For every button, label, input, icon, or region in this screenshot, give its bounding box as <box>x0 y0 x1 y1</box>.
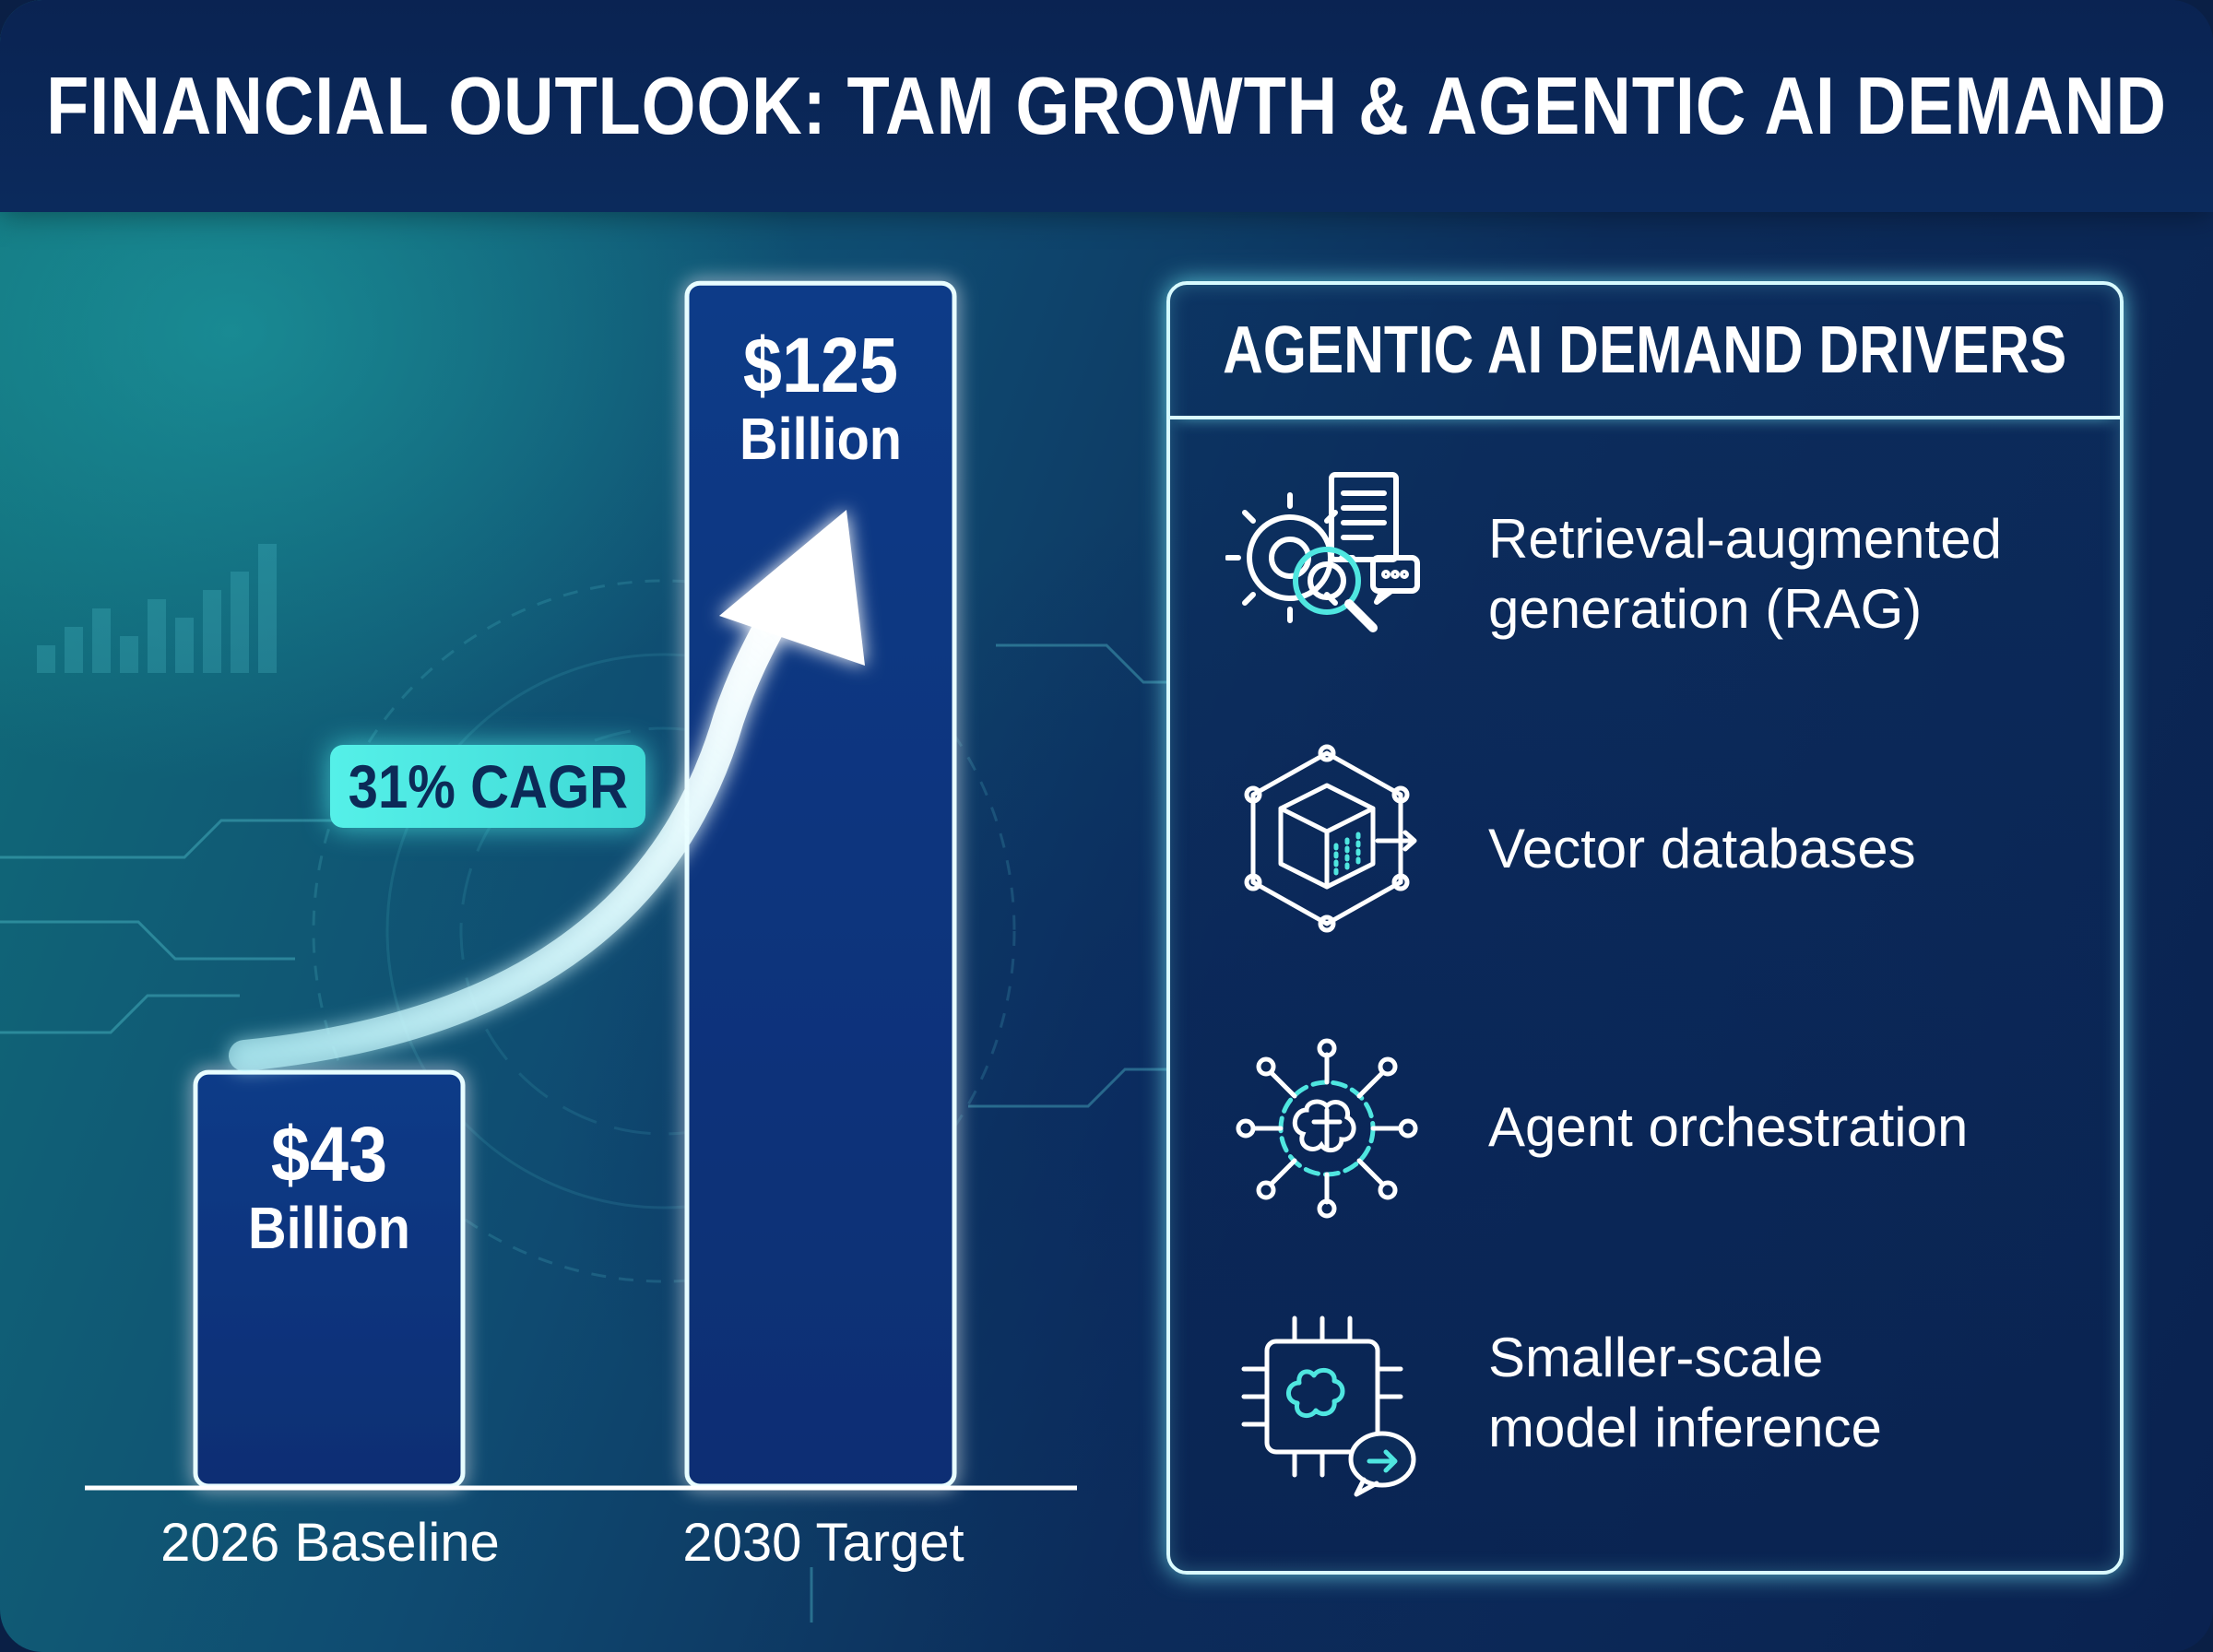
bar-unit: Billion <box>740 406 902 473</box>
chip-brain-inference-icon <box>1225 1304 1428 1516</box>
bar-value-label: $43 Billion <box>209 1114 450 1261</box>
rag-document-search-icon <box>1225 466 1428 678</box>
vector-database-cube-icon <box>1225 744 1428 956</box>
panel-header: AGENTIC AI DEMAND DRIVERS <box>1170 285 2120 419</box>
driver-label-inference: Smaller-scale model inference <box>1488 1327 1882 1458</box>
category-label-2026: 2026 Baseline <box>160 1513 500 1573</box>
cagr-badge: 31% CAGR <box>330 745 645 828</box>
category-label-2030: 2030 Target <box>682 1513 964 1573</box>
driver-label-rag: Retrieval-augmented generation (RAG) <box>1488 508 2002 640</box>
bar-value: $125 <box>742 322 899 409</box>
growth-arrow <box>229 510 865 1071</box>
bar-unit: Billion <box>248 1195 410 1262</box>
cagr-text: 31% CAGR <box>348 752 628 820</box>
bar-value-label: $125 Billion <box>701 324 941 472</box>
driver-item-orchestration: Agent orchestration <box>1170 1022 2120 1234</box>
page-title: FINANCIAL OUTLOOK: TAM GROWTH & AGENTIC … <box>46 60 2167 151</box>
driver-item-rag: Retrieval-augmented generation (RAG) <box>1170 466 2120 678</box>
driver-label-vector-db: Vector databases <box>1488 818 1916 879</box>
driver-label-orchestration: Agent orchestration <box>1488 1096 1969 1158</box>
title-banner: FINANCIAL OUTLOOK: TAM GROWTH & AGENTIC … <box>0 0 2213 212</box>
panel-title: AGENTIC AI DEMAND DRIVERS <box>1223 313 2067 387</box>
driver-item-inference: Smaller-scale model inference <box>1170 1304 2120 1516</box>
driver-item-vector-db: Vector databases <box>1170 744 2120 956</box>
agent-orchestration-brain-icon <box>1225 1022 1428 1234</box>
demand-drivers-panel: AGENTIC AI DEMAND DRIVERS Retr <box>1166 281 2124 1575</box>
bar-value: $43 <box>270 1111 388 1198</box>
